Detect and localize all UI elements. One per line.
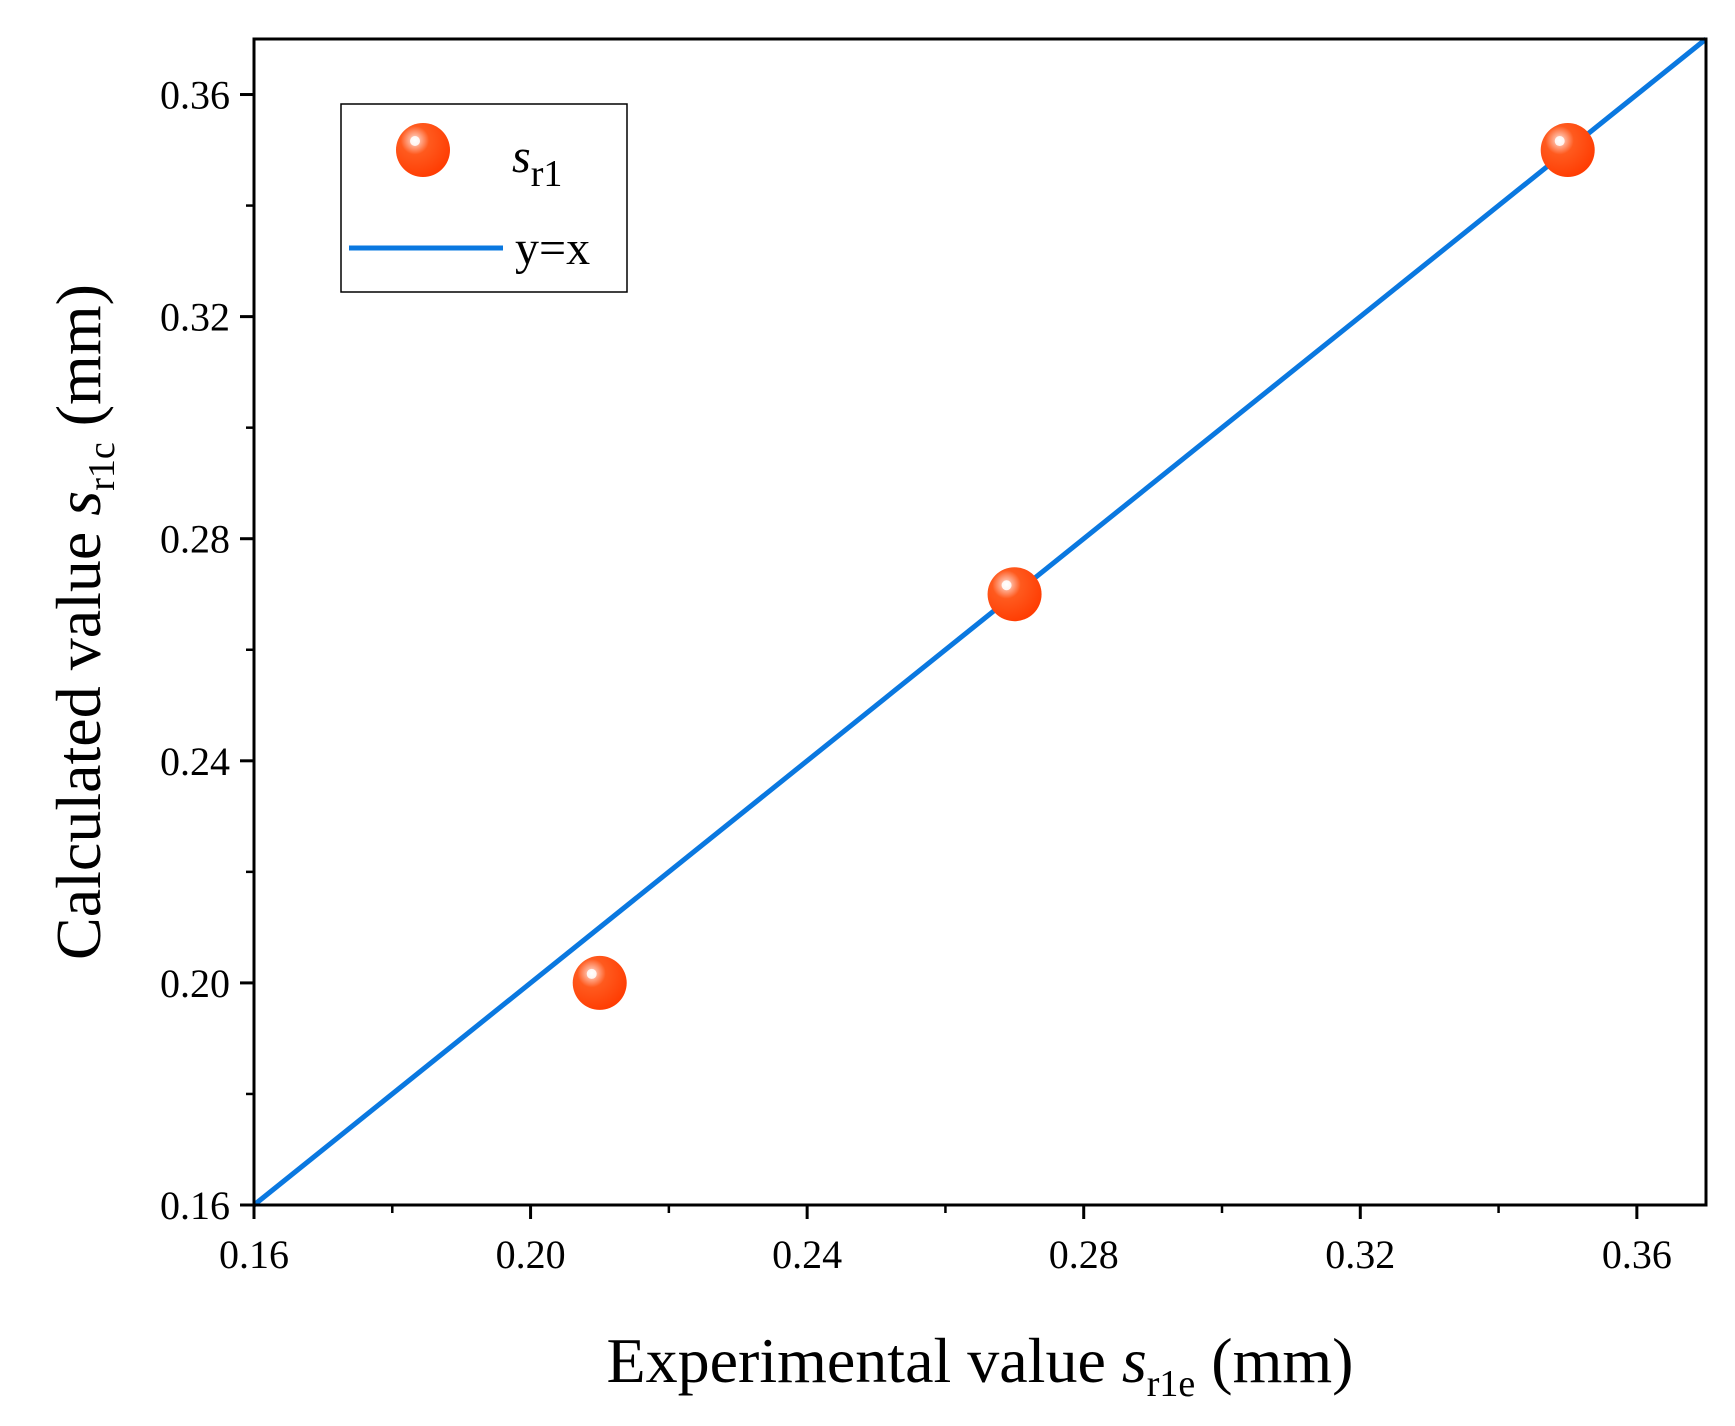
- y-tick-label: 0.20: [160, 961, 230, 1006]
- scatter-point: [1540, 123, 1595, 178]
- scatter-point-highlight: [586, 968, 597, 979]
- x-tick-label: 0.16: [219, 1232, 289, 1277]
- y-tick-label: 0.32: [160, 295, 230, 340]
- scatter-point: [987, 567, 1042, 622]
- scatter-point-ball: [572, 955, 627, 1010]
- x-tick-label: 0.36: [1602, 1232, 1672, 1277]
- legend-box: [340, 103, 628, 293]
- y-tick-label: 0.16: [160, 1183, 230, 1228]
- x-axis-title-symbol: s: [1122, 1325, 1147, 1396]
- legend-label-sr1-symbol: s: [512, 130, 531, 183]
- x-tick-label: 0.24: [772, 1232, 842, 1277]
- y-tick-label: 0.24: [160, 739, 230, 784]
- axis-tick-labels: 0.16 0.20 0.24 0.28 0.32 0.36 0.16 0.20 0.24 0.28…: [160, 73, 1672, 1277]
- legend-marker-sr1: [396, 123, 450, 177]
- scatter-point-ball: [987, 567, 1042, 622]
- x-axis-title: Experimental value sr1e (mm): [607, 1325, 1354, 1405]
- y-axis-title-symbol: s: [43, 491, 114, 516]
- legend-label-sr1-subscript: r1: [531, 153, 563, 195]
- scatter-point-highlight: [1001, 580, 1012, 591]
- y-tick-label: 0.36: [160, 73, 230, 118]
- y-axis-title-prefix: Calculated value: [43, 516, 114, 960]
- x-tick-label: 0.32: [1325, 1232, 1395, 1277]
- plot-area-frame: [252, 37, 1708, 1207]
- y-axis-title: Calculated value sr1c (mm): [43, 284, 123, 960]
- x-axis-title-prefix: Experimental value: [607, 1325, 1122, 1396]
- y-axis-title-suffix: (mm): [43, 284, 114, 442]
- scatter-point-highlight: [1554, 136, 1565, 147]
- legend-label-sr1: sr1: [512, 130, 562, 195]
- legend: sr1 y=x: [340, 103, 628, 293]
- scatter-point-ball: [1540, 123, 1595, 178]
- x-tick-label: 0.28: [1049, 1232, 1119, 1277]
- legend-label-yx: y=x: [515, 222, 590, 275]
- y-axis-title-subscript: r1c: [81, 442, 123, 491]
- y-tick-label: 0.28: [160, 517, 230, 562]
- x-axis-title-subscript: r1e: [1147, 1363, 1196, 1405]
- x-tick-label: 0.20: [496, 1232, 566, 1277]
- y-equals-x-line: [252, 37, 1708, 1207]
- scatter-series-layer: [572, 123, 1595, 1010]
- scatter-point: [572, 955, 627, 1010]
- x-axis-title-suffix: (mm): [1195, 1325, 1353, 1396]
- line-series-layer: [252, 37, 1708, 1207]
